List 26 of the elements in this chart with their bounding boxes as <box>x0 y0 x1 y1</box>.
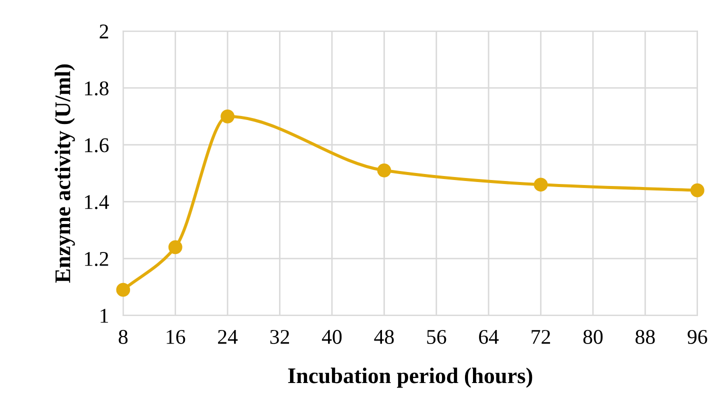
y-tick-label: 1.4 <box>85 195 109 210</box>
point <box>116 282 130 297</box>
y-axis-title: Enzyme activity (U/ml) <box>54 64 75 283</box>
y-tick-label: 1 <box>100 308 108 323</box>
x-tick-label: 64 <box>479 330 499 344</box>
x-tick-label: 8 <box>118 330 128 344</box>
x-tick-label: 96 <box>688 330 708 344</box>
y-tick-label: 1.6 <box>85 138 109 152</box>
point <box>168 240 182 254</box>
x-tick-label: 88 <box>636 330 655 344</box>
point <box>690 183 704 198</box>
x-tick-label: 48 <box>374 330 394 344</box>
x-tick-label: 80 <box>583 330 603 344</box>
y-tick-label: 2 <box>100 24 108 38</box>
x-tick-label: 16 <box>166 330 186 344</box>
x-tick-label: 32 <box>270 330 290 344</box>
y-tick-label: 1.8 <box>85 81 108 96</box>
point <box>220 109 235 124</box>
x-axis-title: Incubation period (hours) <box>288 368 532 388</box>
y-tick-label: 1.2 <box>85 252 108 266</box>
x-tick-label: 72 <box>532 330 550 344</box>
x-tick-label: 56 <box>427 330 446 344</box>
x-tick-label: 40 <box>322 330 342 344</box>
point <box>377 163 392 178</box>
x-tick-label: 24 <box>218 330 238 344</box>
point <box>534 178 548 192</box>
